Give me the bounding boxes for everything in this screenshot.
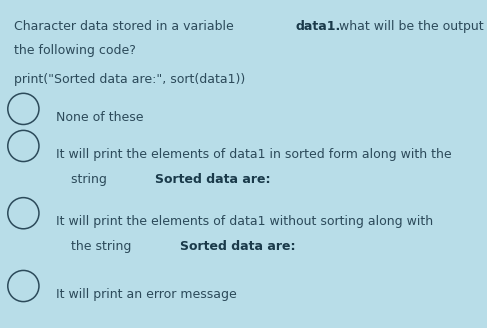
Text: None of these: None of these [56,111,144,124]
Text: It will print an error message: It will print an error message [56,288,237,301]
Text: data1.: data1. [295,20,340,33]
Text: It will print the elements of data1 without sorting along with: It will print the elements of data1 with… [56,215,433,228]
Text: Character data stored in a variable: Character data stored in a variable [14,20,237,33]
Text: It will print the elements of data1 in sorted form along with the: It will print the elements of data1 in s… [56,148,451,161]
Text: Sorted data are:: Sorted data are: [155,173,271,186]
Text: Sorted data are:: Sorted data are: [180,240,296,253]
Text: what will be the output of: what will be the output of [335,20,487,33]
Text: the string: the string [71,240,135,253]
Text: print("Sorted data are:", sort(data1)): print("Sorted data are:", sort(data1)) [14,73,245,86]
Text: the following code?: the following code? [14,44,135,57]
Text: string: string [71,173,111,186]
